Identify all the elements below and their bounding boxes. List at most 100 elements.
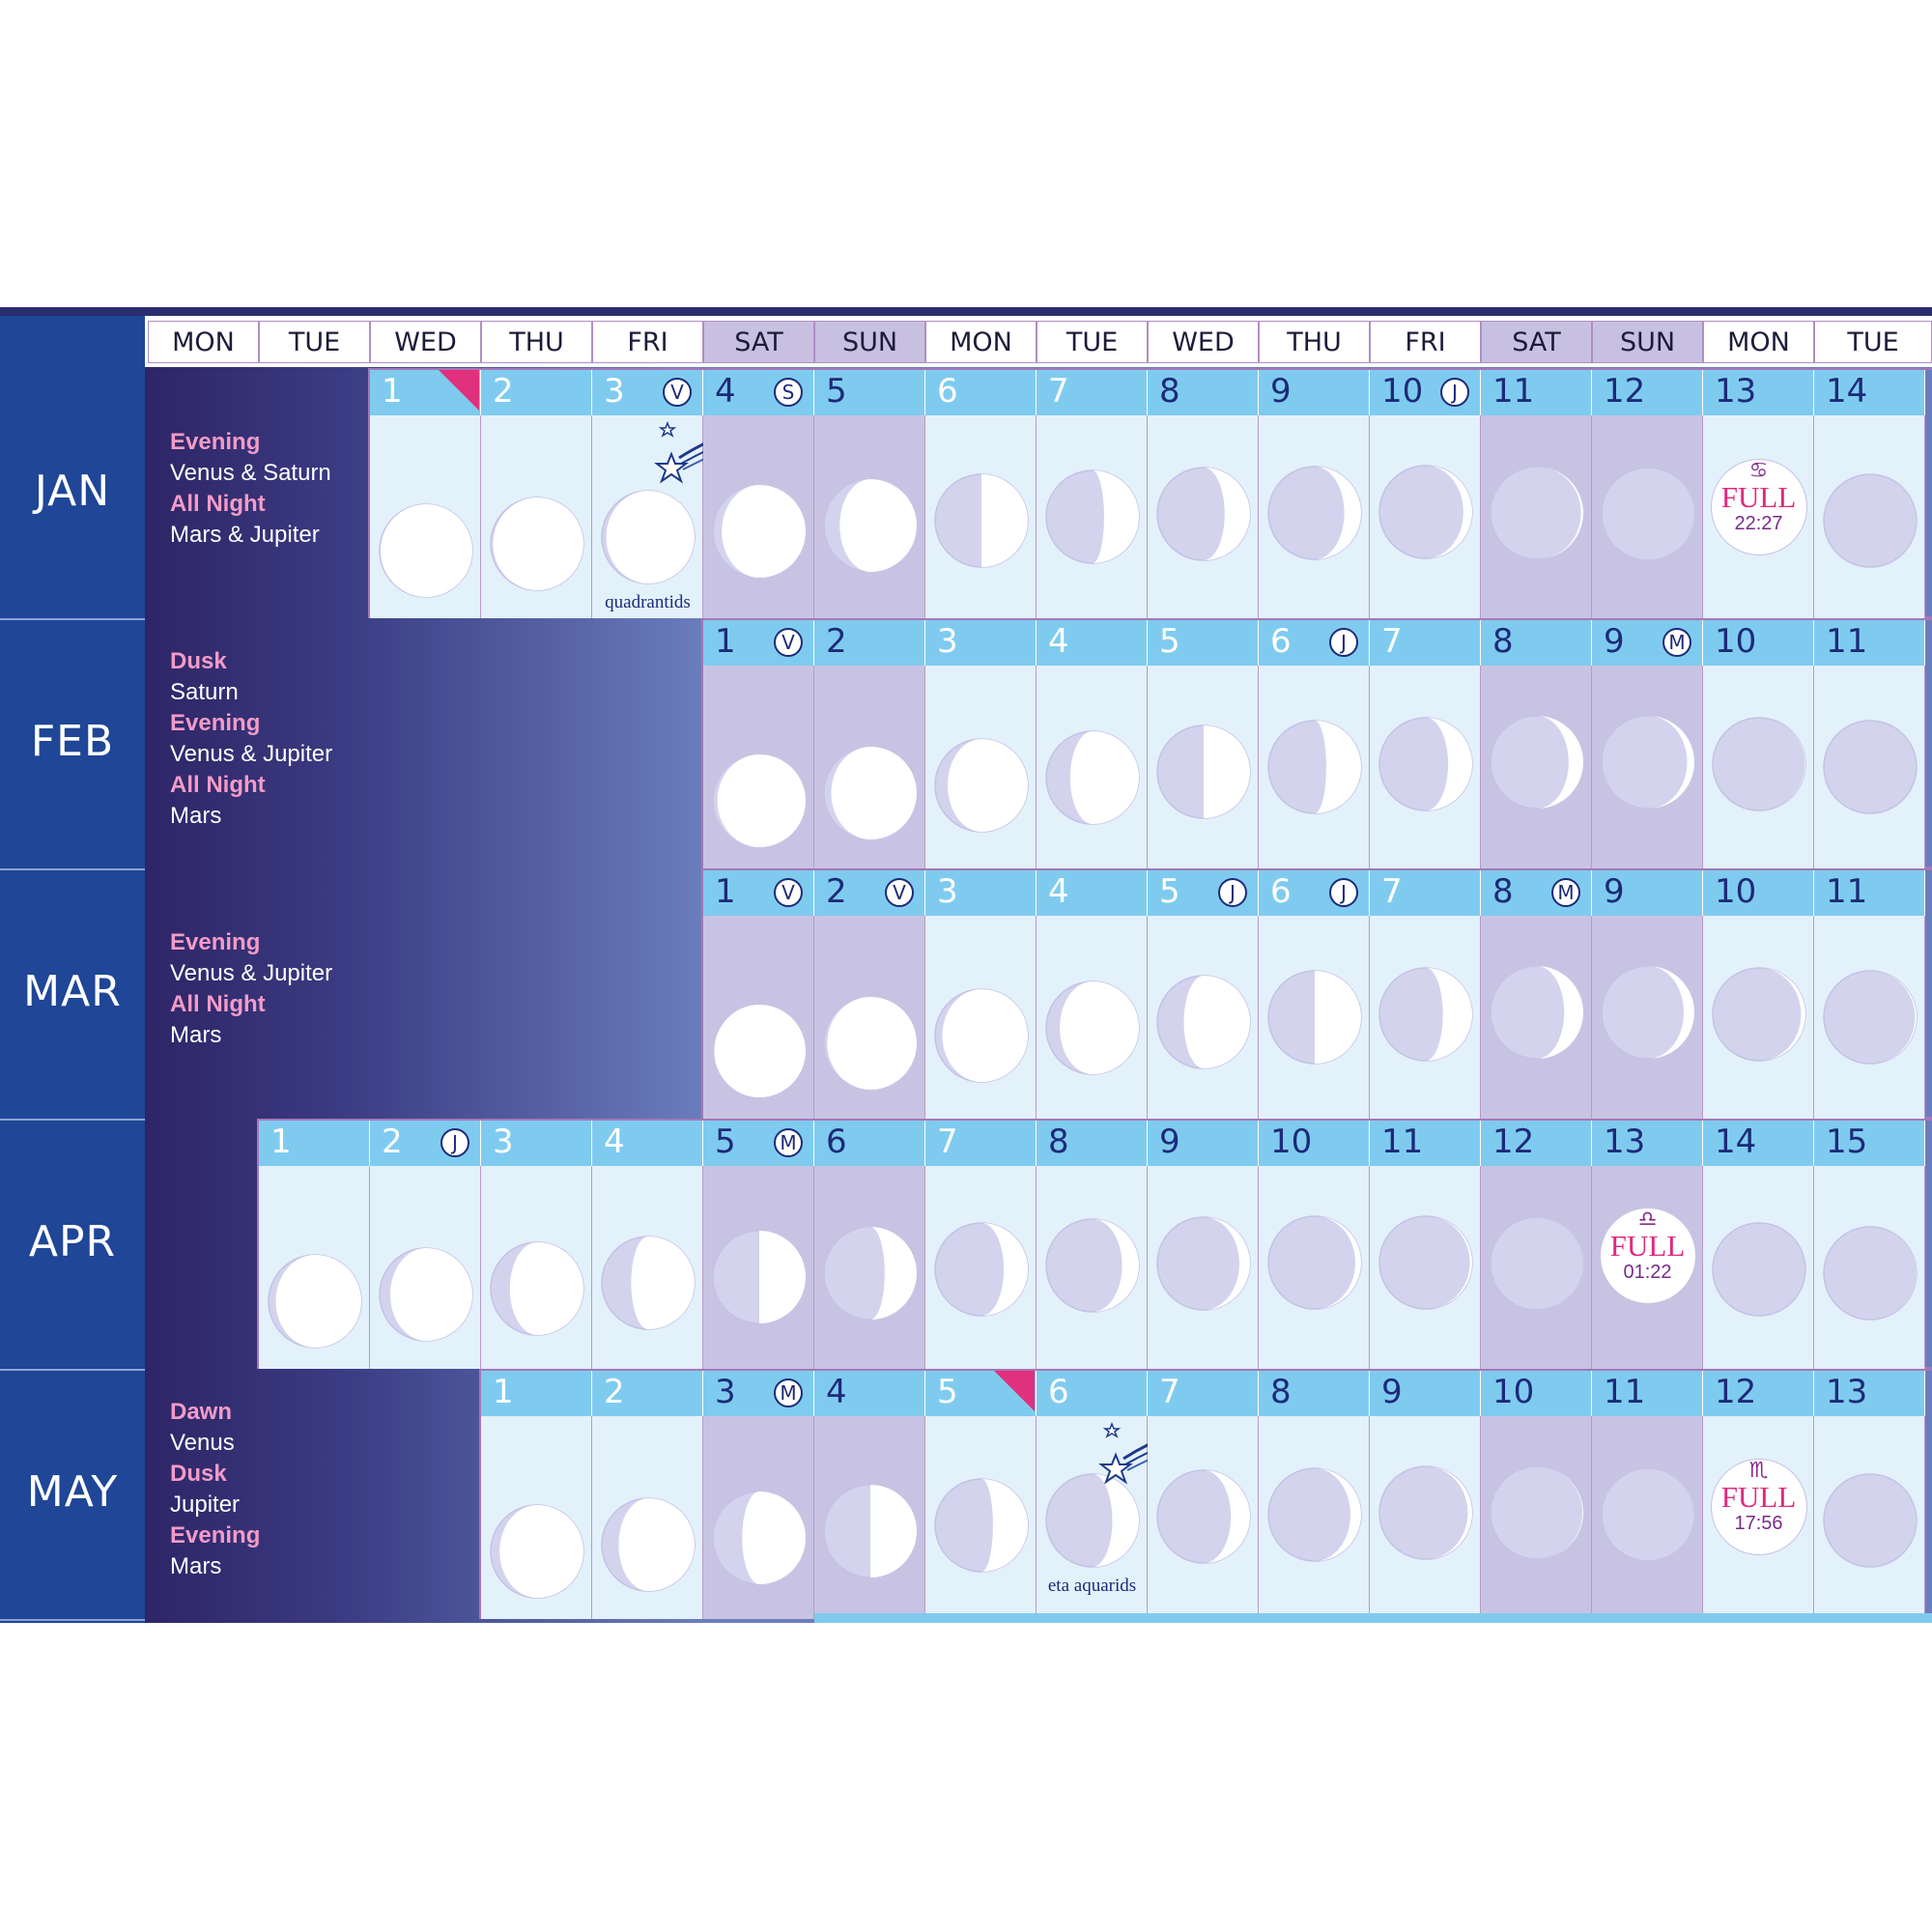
full-moon-icon: [1710, 459, 1807, 555]
visible-planets: Venus: [170, 1429, 235, 1456]
day-number: 5: [1159, 872, 1180, 911]
day-number: 13: [1826, 1373, 1868, 1411]
visibility-period: Dusk: [170, 647, 227, 674]
planet-badge-s: S: [774, 378, 803, 407]
day-header: 8: [1148, 370, 1259, 415]
moon-phase-icon: [711, 1490, 808, 1586]
day-number: 7: [1381, 872, 1403, 911]
month-separator: [0, 868, 145, 870]
moon-phase-icon: [1155, 974, 1252, 1070]
moon-phase-icon: [267, 1253, 363, 1350]
day-header: 4: [1037, 620, 1148, 666]
moon-phase-icon: [1600, 1466, 1696, 1563]
month-label-may: MAY: [26, 1467, 119, 1517]
day-header: 5: [1148, 620, 1259, 666]
day-number: 11: [1381, 1122, 1424, 1161]
moon-phase-icon: [933, 737, 1030, 834]
weekday-tue: TUE: [1037, 321, 1148, 363]
moon-phase-icon: [1266, 1466, 1363, 1563]
visibility-period: Dusk: [170, 1460, 227, 1487]
day-header: 6: [814, 1121, 925, 1166]
weekday-thu: THU: [1259, 321, 1370, 363]
day-number: 10: [1715, 622, 1757, 661]
day-number: 8: [1492, 622, 1514, 661]
moon-phase-icon: [1266, 719, 1363, 815]
weekday-wed: WED: [370, 321, 481, 363]
day-number: 9: [1604, 872, 1625, 911]
day-number: 1: [715, 622, 736, 661]
day-header: 5: [814, 370, 925, 415]
day-header: 1: [481, 1371, 592, 1416]
moon-phase-icon: [1822, 969, 1918, 1065]
day-number: 2: [382, 1122, 403, 1161]
moon-phase-icon: [1711, 966, 1807, 1063]
moon-phase-icon: [489, 1240, 585, 1337]
day-number: 1: [493, 1373, 514, 1411]
month-label-jan: JAN: [34, 467, 111, 516]
moon-phase-icon: [711, 753, 808, 849]
weekday-thu: THU: [481, 321, 592, 363]
zodiac-sign-icon: ♋: [1748, 459, 1769, 483]
day-header: 9: [1148, 1121, 1259, 1166]
moon-phase-icon: [822, 745, 919, 841]
planet-badge-j: J: [1329, 878, 1358, 907]
day-header: 7: [1037, 370, 1148, 415]
day-header: 12: [1481, 1121, 1592, 1166]
day-header: 2: [592, 1371, 703, 1416]
planet-badge-v: V: [663, 378, 692, 407]
day-number: 10: [1492, 1373, 1535, 1411]
day-header: 13: [1592, 1121, 1703, 1166]
planet-badge-j: J: [1329, 628, 1358, 657]
day-number: 2: [604, 1373, 625, 1411]
month-label-mar: MAR: [23, 967, 122, 1016]
day-number: 5: [937, 1373, 958, 1411]
planet-visibility-feb: Dusk Saturn Evening Venus & Jupiter All Nigh…: [170, 646, 332, 832]
planet-badge-j: J: [1218, 878, 1247, 907]
moon-phase-icon: [1378, 1464, 1474, 1561]
day-number: 8: [1492, 872, 1514, 911]
day-number: 13: [1604, 1122, 1646, 1161]
moon-phase-icon: [1044, 980, 1141, 1076]
day-number: 11: [1492, 372, 1535, 411]
visible-planets: Mars & Jupiter: [170, 521, 320, 548]
moon-phase-icon: [822, 1225, 919, 1321]
day-header: 11: [1481, 370, 1592, 415]
day-number: 6: [1270, 872, 1292, 911]
day-header: 1: [259, 1121, 370, 1166]
month-label-apr: APR: [28, 1217, 117, 1266]
day-number: 7: [937, 1122, 958, 1161]
day-number: 1: [715, 872, 736, 911]
moon-phase-icon: [1266, 1214, 1363, 1311]
top-bar: [0, 307, 1932, 316]
moon-phase-icon: [711, 1003, 808, 1099]
planet-visibility-jan: Evening Venus & Saturn All Night Mars & Jup…: [170, 427, 331, 551]
weekday-mon: MON: [925, 321, 1037, 363]
day-number: 5: [715, 1122, 736, 1161]
planet-badge-m: M: [774, 1378, 803, 1407]
day-header: 9: [1259, 370, 1370, 415]
day-header: 9: [1370, 1371, 1481, 1416]
moon-phase-icon: [1489, 1215, 1585, 1312]
day-header: 4: [814, 1371, 925, 1416]
day-number: 9: [1270, 372, 1292, 411]
full-moon-label: ♏ FULL 17:56: [1711, 1461, 1807, 1535]
day-number: 3: [604, 372, 625, 411]
day-number: 4: [1048, 622, 1069, 661]
day-number: 1: [270, 1122, 292, 1161]
moon-phase-icon: [1489, 714, 1585, 810]
moon-phase-icon: [822, 995, 919, 1092]
day-number: 4: [715, 372, 736, 411]
moon-phase-icon: [600, 1235, 696, 1331]
planet-badge-j: J: [440, 1128, 469, 1157]
day-number: 4: [604, 1122, 625, 1161]
day-header: 14: [1814, 370, 1925, 415]
month-separator: [0, 1369, 145, 1371]
moon-phase-icon: [822, 477, 919, 574]
moon-phase-icon: [1155, 1468, 1252, 1565]
weekday-sun: SUN: [814, 321, 925, 363]
moon-phase-icon: [1155, 1215, 1252, 1312]
moon-phase-icon: [1266, 465, 1363, 561]
event-flag: [994, 1371, 1035, 1411]
planet-badge-v: V: [774, 628, 803, 657]
